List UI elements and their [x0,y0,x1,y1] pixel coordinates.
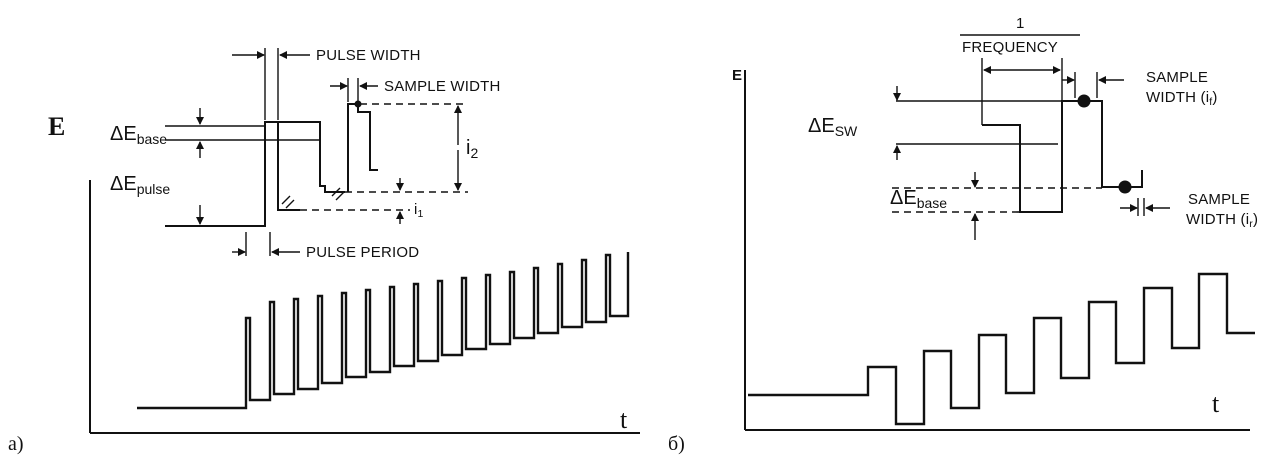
panel-a-sample-dot [354,100,362,108]
panel-a-pulse-period-label: PULSE PERIOD [306,244,419,261]
panel-a-normal-pulse [89,48,640,434]
panel-a-inset-waveform-2 [278,121,345,193]
panel-b-delta-sw-label: ΔESW [808,115,858,139]
panel-a-y-label: E [48,112,65,141]
panel-a-i1-label: i1 [414,201,424,220]
panel-a-i2-label: i2 [466,137,478,161]
panel-b-x-label: t [1212,389,1220,418]
panel-a-break-mark-1 [281,195,295,209]
panel-a-delta-pulse-label: ΔEpulse [110,173,170,197]
panel-a-pulse-width-label: PULSE WIDTH [316,47,421,64]
panel-b-y-label: E [732,67,742,84]
panel-b-sample-width-f-line1: SAMPLE [1146,69,1208,86]
panel-b-square-waveform [748,272,1255,426]
panel-b-delta-base-label: ΔEbase [890,187,947,211]
panel-a-sample-width-label: SAMPLE WIDTH [384,78,501,95]
panel-b-freq-denominator: FREQUENCY [962,39,1058,56]
panel-b-square-wave [744,34,1255,431]
panel-b-tag: б) [668,433,685,455]
panel-b-sample-width-r-line2: WIDTH (ir) [1186,211,1258,230]
panel-b-sample-dot-reverse [1118,180,1132,194]
panel-b-inset-waveform [982,100,1143,213]
panel-a-pulse-waveform [137,252,630,410]
panel-a-inset-waveform [165,121,300,227]
panel-a-x-label: t [620,405,628,434]
panel-a-break-mark-2 [331,187,345,201]
panel-a-delta-base-label: ΔEbase [110,123,167,147]
panel-a-inset-pulse-2 [347,103,378,192]
panel-a-tag: a) [8,433,24,455]
panel-b-sample-width-r-line1: SAMPLE [1188,191,1250,208]
panel-b-sample-dot-forward [1077,94,1091,108]
panel-b-freq-numerator: 1 [1016,15,1025,32]
panel-b-sample-width-f-line2: WIDTH (if) [1146,89,1218,108]
